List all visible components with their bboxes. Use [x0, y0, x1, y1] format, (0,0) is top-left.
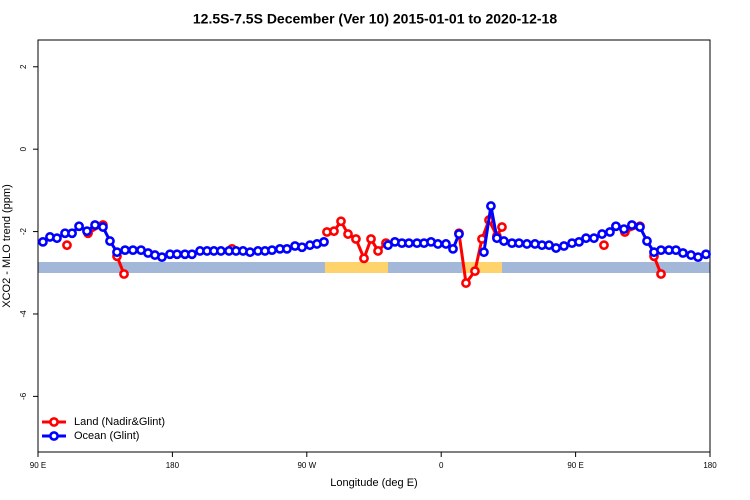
- point: [470, 266, 480, 277]
- point: [38, 236, 48, 247]
- point: [619, 224, 629, 235]
- point: [366, 234, 376, 244]
- point: [245, 247, 255, 258]
- x-tick-label: 180: [166, 461, 180, 470]
- point: [497, 222, 507, 232]
- point: [499, 236, 509, 246]
- point: [112, 247, 122, 258]
- point: [574, 236, 584, 247]
- point: [642, 236, 652, 246]
- x-tick-label: 90 W: [297, 461, 316, 470]
- point: [479, 247, 489, 258]
- point: [336, 216, 346, 227]
- point: [319, 236, 329, 247]
- point: [62, 240, 72, 251]
- point: [551, 243, 561, 253]
- point: [454, 229, 464, 239]
- point: [486, 201, 496, 211]
- land-band: [325, 262, 388, 273]
- point: [267, 245, 277, 256]
- point: [216, 246, 226, 256]
- point: [611, 221, 621, 232]
- point: [404, 238, 414, 249]
- point: [120, 245, 130, 256]
- point: [701, 249, 711, 260]
- point: [635, 222, 645, 232]
- point: [678, 248, 688, 258]
- point: [119, 269, 129, 279]
- plot-frame: [37, 39, 711, 453]
- point: [656, 245, 666, 256]
- point: [581, 233, 591, 244]
- point: [90, 220, 100, 230]
- point: [599, 240, 609, 251]
- point: [522, 239, 532, 249]
- point: [282, 243, 292, 254]
- point: [373, 246, 383, 256]
- point: [597, 229, 607, 239]
- legend-label: Ocean (Glint): [74, 430, 139, 442]
- y-tick-label: -2: [19, 227, 28, 235]
- point: [441, 239, 451, 249]
- point: [656, 269, 666, 279]
- point: [359, 253, 369, 264]
- point: [82, 226, 92, 237]
- point: [605, 227, 615, 237]
- point: [128, 245, 138, 256]
- point: [626, 220, 637, 230]
- y-tick-label: 2: [19, 64, 28, 69]
- point: [74, 221, 84, 232]
- point: [67, 228, 77, 239]
- land-band: [462, 262, 502, 273]
- point: [589, 233, 599, 244]
- y-tick-label: -4: [19, 310, 28, 318]
- legend-label: Land (Nadir&Glint): [74, 416, 165, 428]
- point: [297, 242, 307, 253]
- legend-marker: [49, 431, 59, 441]
- y-tick-label: 0: [19, 146, 28, 151]
- point: [461, 278, 471, 288]
- y-axis-label: XCO2 - MLO trend (ppm): [1, 184, 13, 307]
- point: [329, 226, 339, 237]
- point: [433, 239, 443, 249]
- point: [693, 252, 703, 263]
- y-tick-label: -6: [19, 392, 28, 400]
- point: [448, 243, 458, 254]
- point: [514, 238, 524, 249]
- x-tick-label: 0: [439, 461, 444, 470]
- point: [105, 236, 115, 246]
- point: [559, 241, 569, 251]
- legend-marker: [49, 417, 59, 427]
- x-tick-label: 90 E: [30, 461, 46, 470]
- point: [343, 229, 353, 239]
- point: [187, 249, 197, 260]
- point: [98, 222, 108, 232]
- x-tick-label: 180: [703, 461, 717, 470]
- point: [157, 252, 167, 263]
- point: [172, 249, 182, 260]
- chart-title: 12.5S-7.5S December (Ver 10) 2015-01-01 …: [193, 11, 557, 27]
- x-tick-label: 90 E: [567, 461, 583, 470]
- point: [52, 233, 62, 244]
- point: [351, 234, 361, 244]
- x-axis-label: Longitude (deg E): [330, 477, 417, 489]
